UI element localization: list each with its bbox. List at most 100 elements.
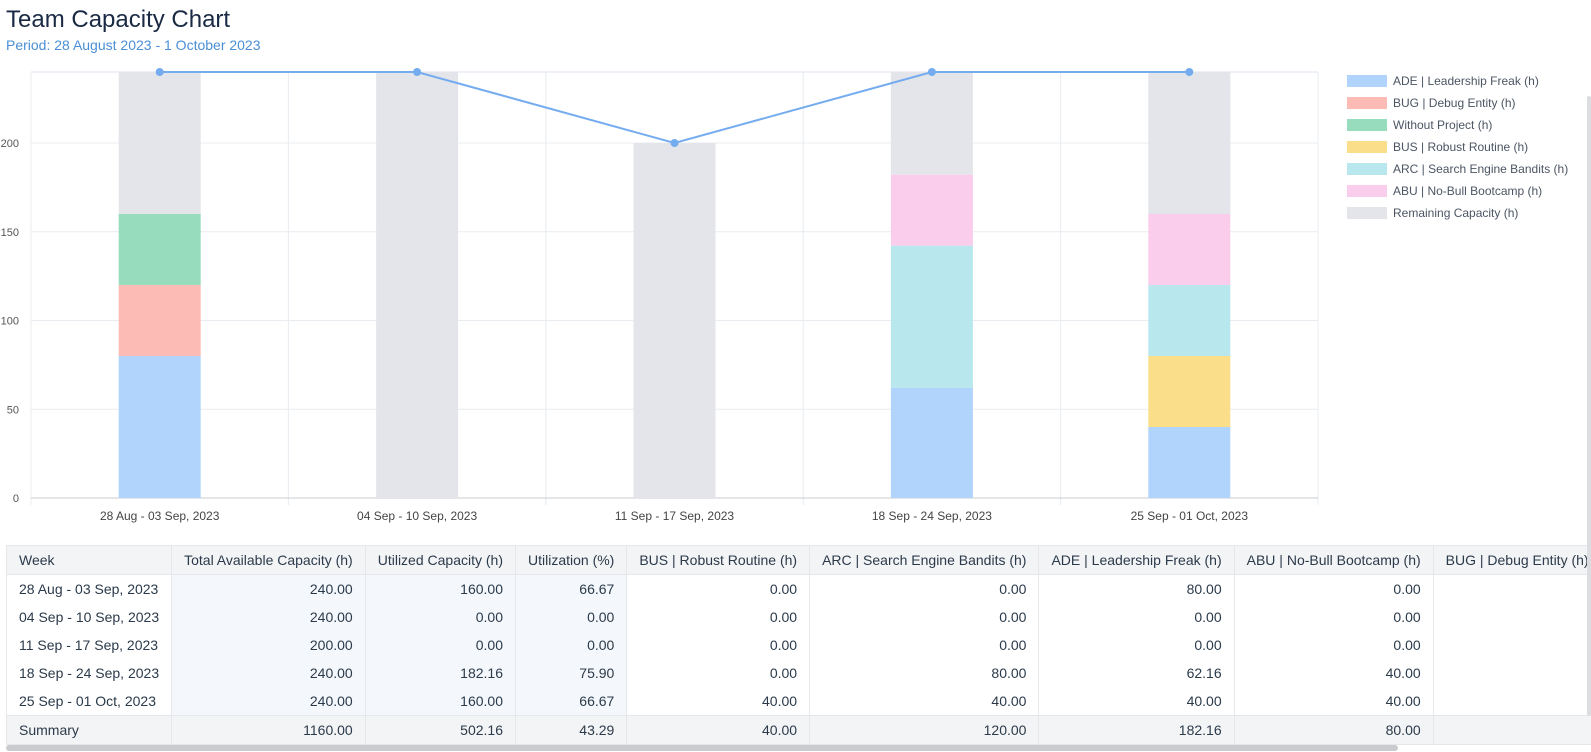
legend-label: Without Project (h) xyxy=(1393,118,1493,132)
bar-without[interactable] xyxy=(118,214,201,285)
bar-arc[interactable] xyxy=(1148,285,1231,356)
table-cell: 0.00 xyxy=(514,631,628,659)
table-cell: 240.00 xyxy=(171,603,366,631)
table-cell: 0.00 xyxy=(1233,631,1434,659)
bar-remaining[interactable] xyxy=(118,72,201,214)
table-cell: 160.00 xyxy=(364,687,516,716)
table-cell: 04 Sep - 10 Sep, 2023 xyxy=(6,603,173,631)
legend-label: BUS | Robust Routine (h) xyxy=(1393,140,1529,154)
capacity-point[interactable] xyxy=(670,139,679,147)
column-header[interactable]: BUS | Robust Routine (h) xyxy=(626,545,811,575)
column-header[interactable]: BUG | Debug Entity (h) xyxy=(1432,545,1591,575)
column-header[interactable]: ARC | Search Engine Bandits (h) xyxy=(809,545,1040,575)
legend-label: BUG | Debug Entity (h) xyxy=(1393,96,1516,110)
table-cell: 80.00 xyxy=(1233,715,1434,745)
table-row: 28 Aug - 03 Sep, 2023 240.00 160.00 66.67 0.… xyxy=(6,574,1591,603)
capacity-point[interactable] xyxy=(1185,68,1194,76)
table-cell: 0.00 xyxy=(1038,603,1235,631)
legend-item-bus[interactable]: BUS | Robust Routine (h) xyxy=(1347,136,1568,158)
legend-label: ABU | No-Bull Bootcamp (h) xyxy=(1393,184,1543,198)
capacity-point[interactable] xyxy=(155,68,164,76)
y-tick-label: 150 xyxy=(1,227,19,239)
bar-ade[interactable] xyxy=(1148,427,1231,498)
legend-item-ade[interactable]: ADE | Leadership Freak (h) xyxy=(1347,70,1568,92)
legend-swatch xyxy=(1347,207,1387,219)
capacity-line xyxy=(159,71,1190,145)
legend-item-abu[interactable]: ABU | No-Bull Bootcamp (h) xyxy=(1347,180,1568,202)
y-tick-label: 0 xyxy=(13,493,19,505)
vertical-scrollbar[interactable] xyxy=(1587,96,1591,716)
table-cell: 40.00 xyxy=(1233,687,1434,716)
table-cell: 182.16 xyxy=(364,659,516,687)
page-title: Team Capacity Chart xyxy=(6,6,231,33)
bar-bug[interactable] xyxy=(118,285,201,356)
bar-remaining[interactable] xyxy=(890,72,973,175)
period-subtitle: Period: 28 August 2023 - 1 October 2023 xyxy=(6,37,261,53)
x-tick-label: 28 Aug - 03 Sep, 2023 xyxy=(100,509,220,523)
table-cell: 25 Sep - 01 Oct, 2023 xyxy=(6,687,173,716)
column-header[interactable]: Utilized Capacity (h) xyxy=(364,545,516,575)
table-cell xyxy=(1432,603,1591,631)
table-row: 18 Sep - 24 Sep, 2023 240.00 182.16 75.90 0.… xyxy=(6,659,1591,687)
y-tick-label: 200 xyxy=(1,138,19,150)
table-cell xyxy=(1432,659,1591,687)
capacity-table-container: Week Total Available Capacity (h) Utilized… xyxy=(6,545,1591,745)
table-cell: 240.00 xyxy=(171,659,366,687)
capacity-chart: 0 50 100 150 200 28 Aug - 03 Sep, 2023 04 Sep … xyxy=(1,68,1319,523)
table-cell xyxy=(1432,574,1591,603)
y-tick-label: 50 xyxy=(7,404,19,416)
table-cell xyxy=(1432,687,1591,716)
legend-item-without[interactable]: Without Project (h) xyxy=(1347,114,1568,136)
summary-row: Summary 1160.00 502.16 43.29 40.00 120.00 182.… xyxy=(6,715,1591,745)
table-cell: 80.00 xyxy=(1038,574,1235,603)
bar-abu[interactable] xyxy=(1148,214,1231,285)
legend-swatch xyxy=(1347,185,1387,197)
x-tick-label: 04 Sep - 10 Sep, 2023 xyxy=(357,509,477,523)
table-cell: 0.00 xyxy=(626,574,811,603)
table-cell: 43.29 xyxy=(514,715,628,745)
bar-arc[interactable] xyxy=(890,245,973,388)
table-cell: 0.00 xyxy=(809,603,1040,631)
column-header[interactable]: ABU | No-Bull Bootcamp (h) xyxy=(1233,545,1434,575)
column-header[interactable]: Week xyxy=(6,545,173,575)
bar-ade[interactable] xyxy=(890,387,973,498)
legend-item-remaining[interactable]: Remaining Capacity (h) xyxy=(1347,202,1568,224)
legend-swatch xyxy=(1347,163,1387,175)
bar-bus[interactable] xyxy=(1148,356,1231,427)
capacity-table: Week Total Available Capacity (h) Utilized… xyxy=(6,545,1591,745)
column-header[interactable]: Utilization (%) xyxy=(514,545,628,575)
table-cell: 75.90 xyxy=(514,659,628,687)
bar-abu[interactable] xyxy=(890,174,973,246)
legend-item-bug[interactable]: BUG | Debug Entity (h) xyxy=(1347,92,1568,114)
chart-legend: ADE | Leadership Freak (h) BUG | Debug En… xyxy=(1347,70,1568,224)
y-tick-label: 100 xyxy=(1,316,19,328)
table-cell: 0.00 xyxy=(1038,631,1235,659)
column-header[interactable]: Total Available Capacity (h) xyxy=(171,545,366,575)
table-cell: 0.00 xyxy=(364,603,516,631)
table-cell xyxy=(1432,715,1591,745)
table-cell: 0.00 xyxy=(514,603,628,631)
table-cell: 40.00 xyxy=(626,687,811,716)
table-cell: 160.00 xyxy=(364,574,516,603)
legend-item-arc[interactable]: ARC | Search Engine Bandits (h) xyxy=(1347,158,1568,180)
table-cell: 240.00 xyxy=(171,687,366,716)
table-cell: 182.16 xyxy=(1038,715,1235,745)
bar-remaining[interactable] xyxy=(376,72,459,498)
bar-remaining[interactable] xyxy=(1148,72,1231,214)
table-cell: 0.00 xyxy=(809,574,1040,603)
table-cell: 200.00 xyxy=(171,631,366,659)
table-cell: 1160.00 xyxy=(171,715,366,745)
table-cell: 0.00 xyxy=(626,659,811,687)
bar-ade[interactable] xyxy=(118,356,201,498)
x-tick-label: 11 Sep - 17 Sep, 2023 xyxy=(615,509,735,523)
table-cell: 0.00 xyxy=(626,603,811,631)
table-cell: 80.00 xyxy=(809,659,1040,687)
capacity-point[interactable] xyxy=(927,68,936,76)
capacity-point[interactable] xyxy=(413,68,422,76)
column-header[interactable]: ADE | Leadership Freak (h) xyxy=(1038,545,1235,575)
legend-swatch xyxy=(1347,97,1387,109)
legend-label: ARC | Search Engine Bandits (h) xyxy=(1393,162,1569,176)
horizontal-scrollbar[interactable] xyxy=(6,745,1398,751)
legend-swatch xyxy=(1347,75,1387,87)
bar-remaining[interactable] xyxy=(633,143,716,498)
